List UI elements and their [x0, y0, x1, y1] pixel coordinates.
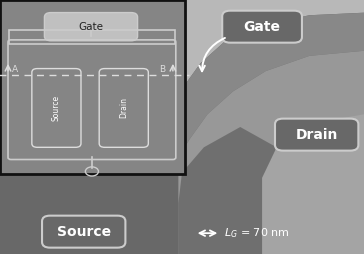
- FancyBboxPatch shape: [42, 216, 125, 248]
- Polygon shape: [178, 13, 364, 157]
- Text: Source: Source: [57, 225, 111, 239]
- Polygon shape: [178, 51, 364, 254]
- Polygon shape: [262, 114, 364, 254]
- Polygon shape: [178, 127, 277, 254]
- Text: Source: Source: [52, 95, 61, 121]
- FancyBboxPatch shape: [44, 12, 138, 41]
- Text: Drain: Drain: [119, 98, 128, 118]
- Text: Gate: Gate: [79, 22, 103, 32]
- FancyBboxPatch shape: [275, 119, 358, 151]
- Text: Gate: Gate: [244, 20, 281, 34]
- FancyBboxPatch shape: [222, 11, 302, 43]
- FancyBboxPatch shape: [0, 0, 185, 174]
- Text: B: B: [159, 65, 166, 74]
- Text: A: A: [12, 65, 18, 74]
- Text: Drain: Drain: [296, 128, 338, 142]
- Polygon shape: [178, 0, 364, 107]
- Text: $L_G$ = 70 nm: $L_G$ = 70 nm: [224, 226, 289, 240]
